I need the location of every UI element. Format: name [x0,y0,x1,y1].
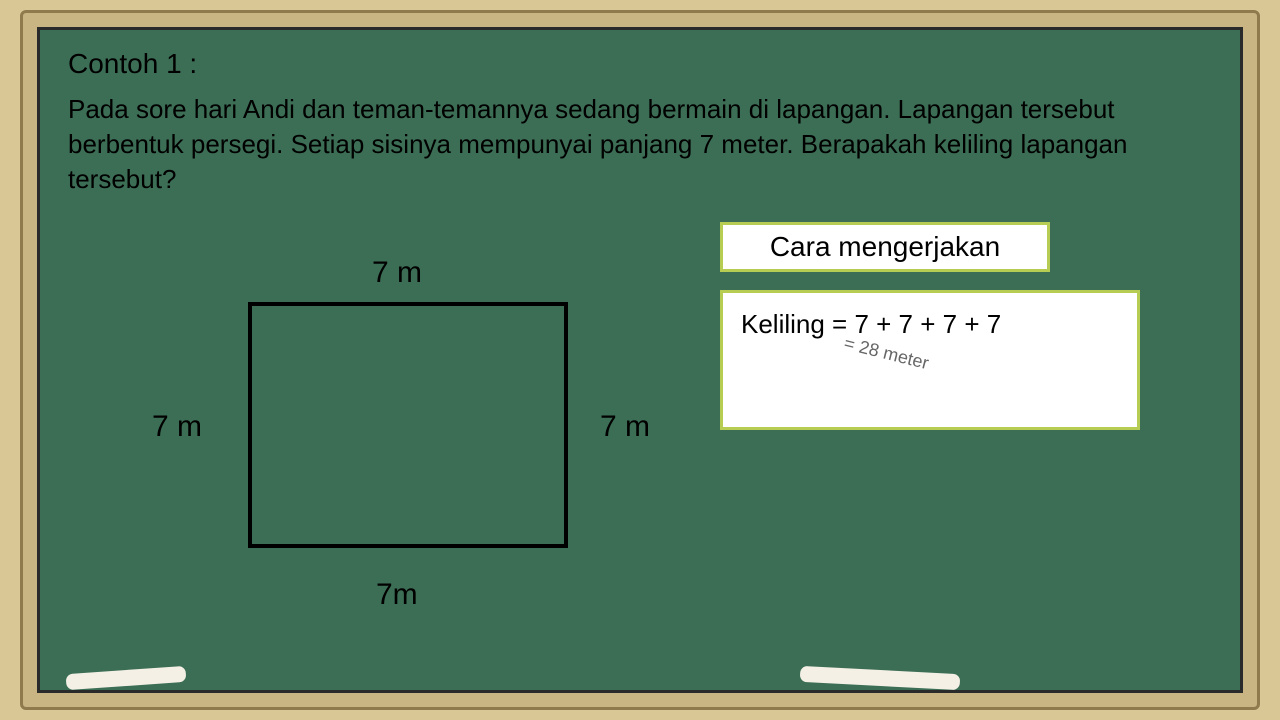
solution-header-box: Cara mengerjakan [720,222,1050,272]
side-label-top: 7 m [372,256,422,290]
square-shape [248,302,568,548]
side-label-right: 7 m [600,410,650,444]
chalk-piece [66,666,187,690]
square-diagram: 7 m 7 m 7 m 7m [140,252,690,672]
chalkboard: Contoh 1 : Pada sore hari Andi dan teman… [37,27,1243,693]
example-title: Contoh 1 : [68,48,197,80]
problem-text: Pada sore hari Andi dan teman-temannya s… [68,92,1198,197]
solution-formula: Keliling = 7 + 7 + 7 + 7 [741,309,1119,340]
chalk-piece [800,666,961,690]
chalkboard-frame: Contoh 1 : Pada sore hari Andi dan teman… [20,10,1260,710]
solution-box: Keliling = 7 + 7 + 7 + 7 = 28 meter [720,290,1140,430]
side-label-bottom: 7m [376,578,418,612]
side-label-left: 7 m [152,410,202,444]
solution-header-text: Cara mengerjakan [770,231,1000,262]
